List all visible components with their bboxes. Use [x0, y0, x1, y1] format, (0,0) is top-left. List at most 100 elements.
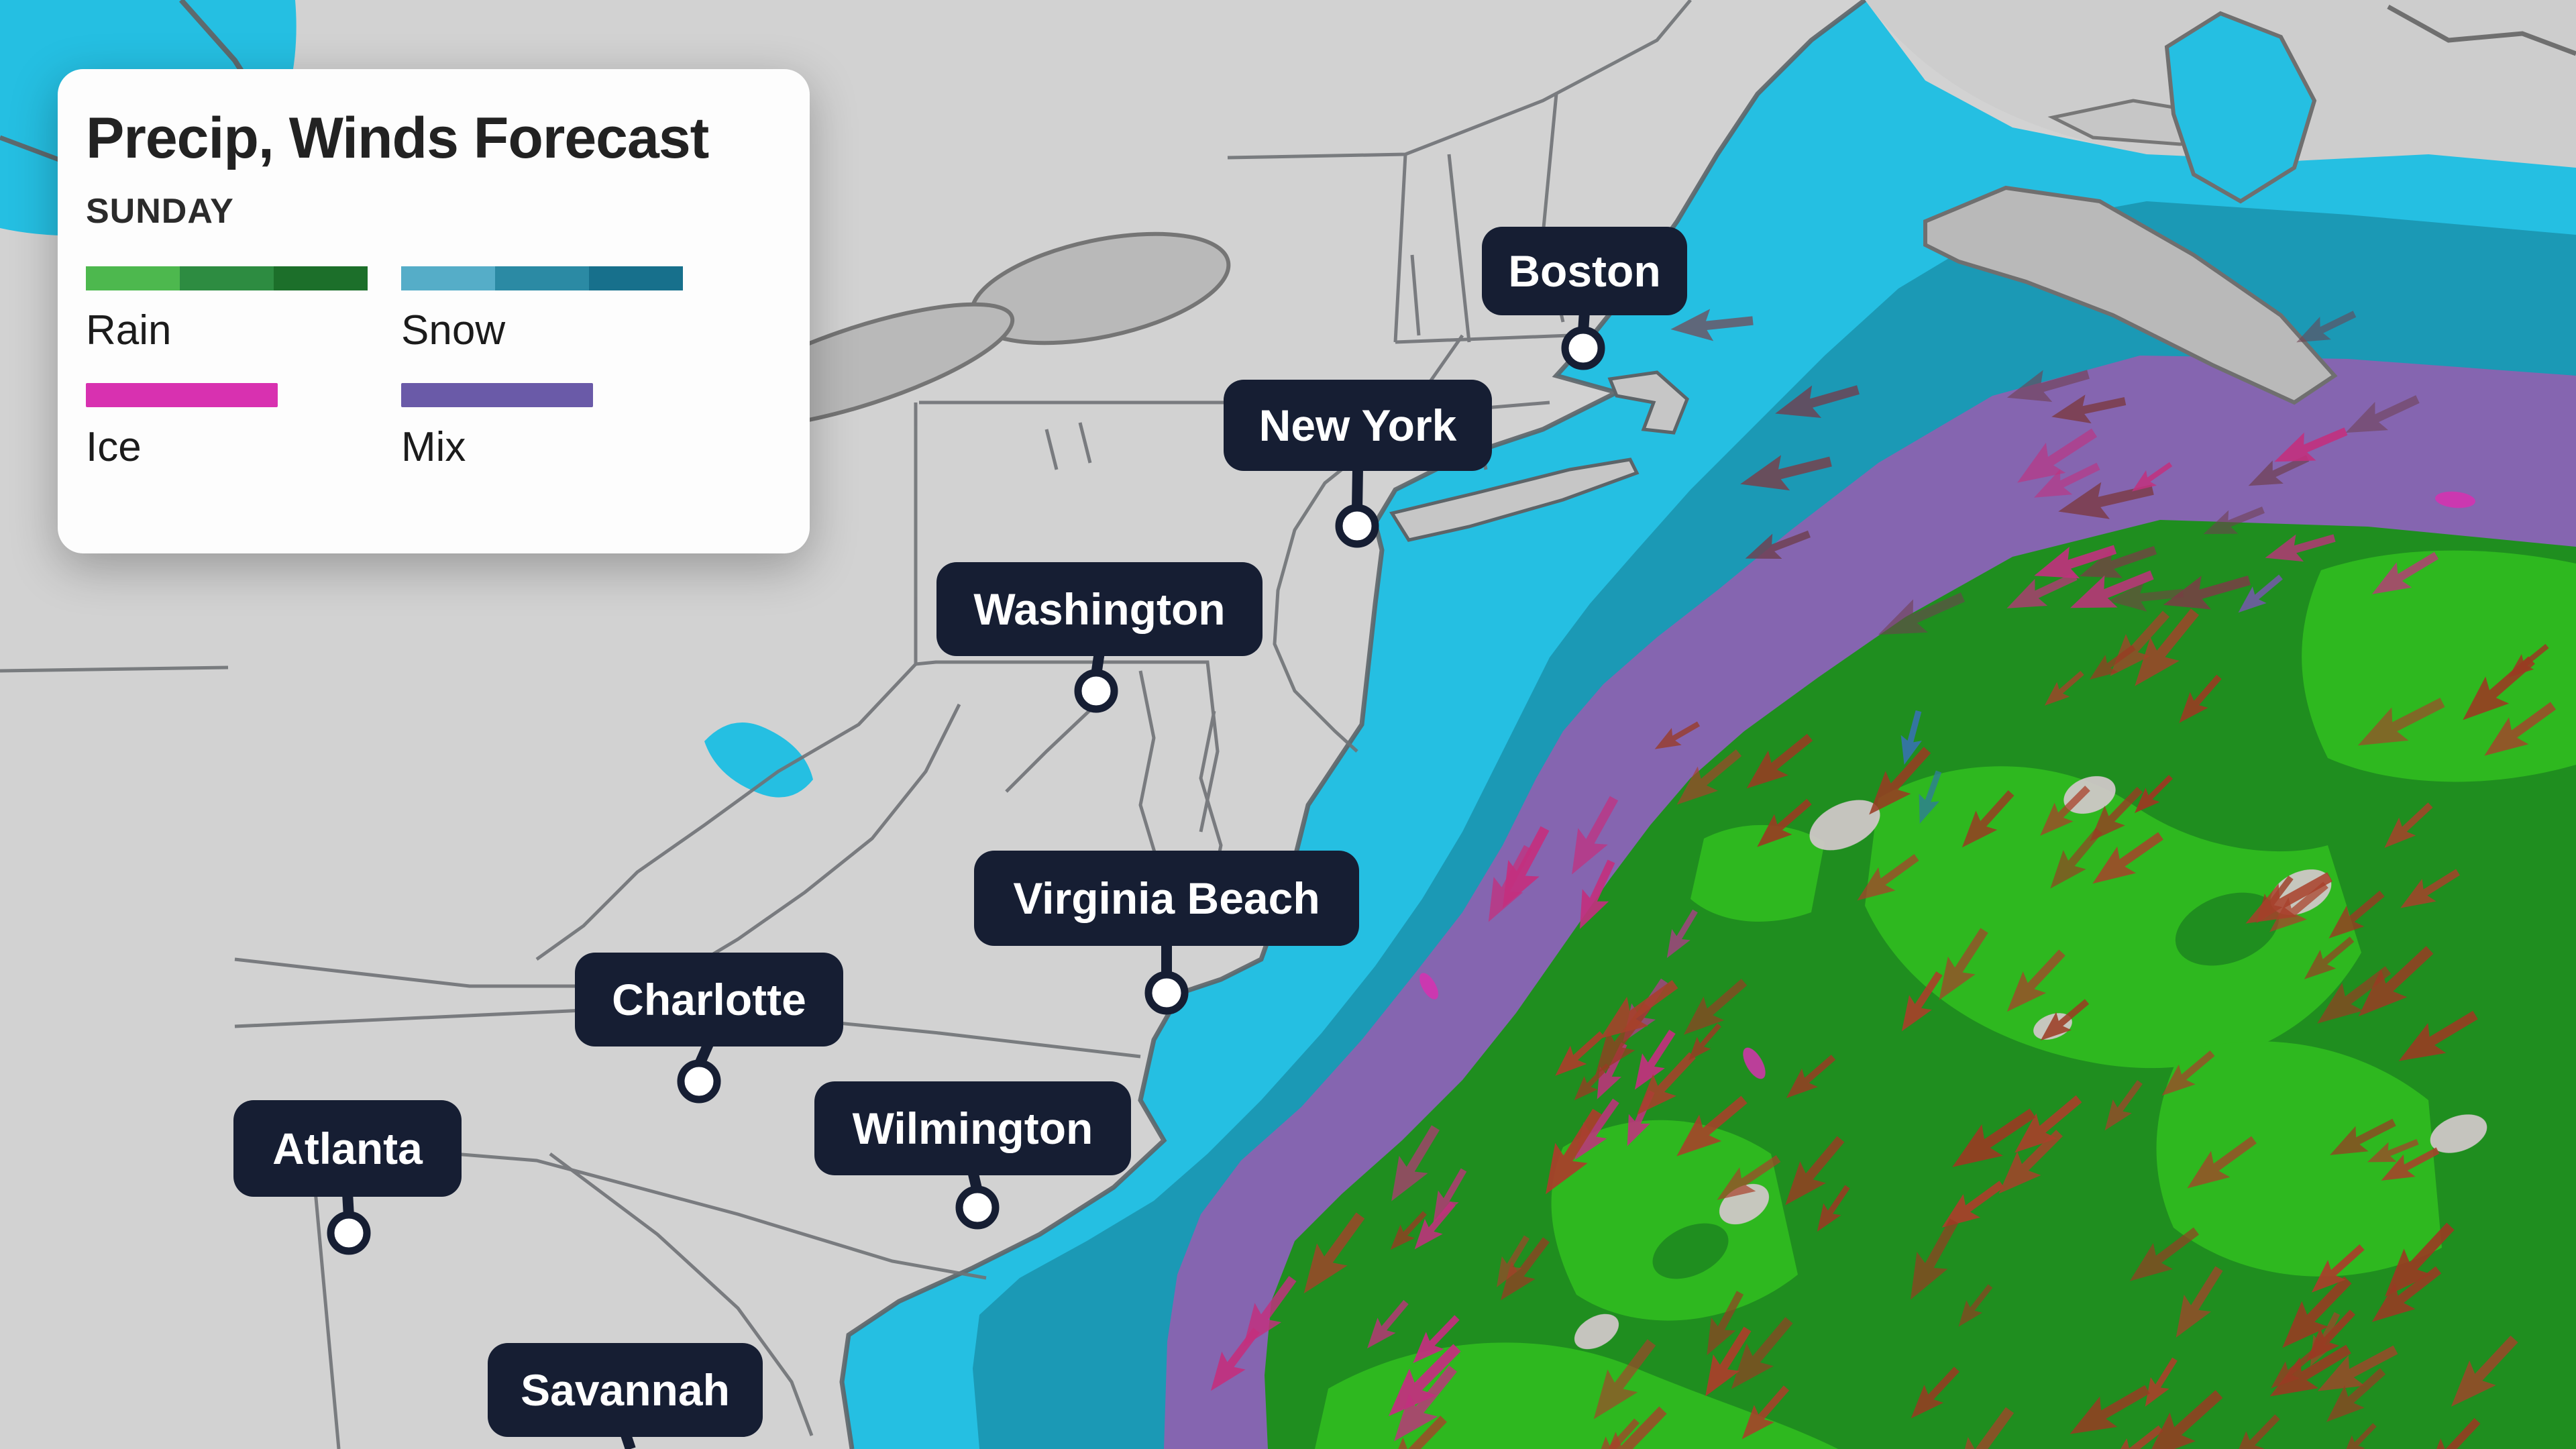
wind-arrow-icon [1869, 747, 1931, 815]
wind-arrow-icon [2135, 608, 2200, 686]
wind-arrow-icon [2163, 576, 2251, 610]
wind-arrow-icon [2330, 1118, 2396, 1155]
wind-arrow-icon [1901, 971, 1943, 1032]
wind-arrow-icon [2044, 670, 2084, 706]
wind-arrow-icon [1878, 592, 1966, 635]
city-marker-atlanta[interactable]: Atlanta [233, 1100, 462, 1255]
wind-arrow-icon [2311, 1244, 2365, 1293]
wind-arrow-icon [1210, 1328, 1260, 1391]
city-label-text: Wilmington [853, 1104, 1093, 1153]
wind-arrow-icon [2384, 802, 2433, 848]
wind-arrow-icon [1683, 979, 1748, 1035]
wind-arrow-icon [2358, 946, 2434, 1017]
wind-arrow-icon [1746, 733, 1813, 789]
wind-arrow-icon [1955, 1407, 2015, 1449]
wind-arrow-icon [2317, 966, 2392, 1024]
wind-arrow-icon [1572, 796, 1619, 875]
wind-arrow-icon [2328, 890, 2385, 938]
wind-arrow-icon [1593, 1418, 1640, 1449]
wind-arrow-icon [1496, 1235, 1530, 1287]
wind-arrow-icon [1654, 721, 1701, 749]
wind-arrow-icon [2508, 643, 2549, 678]
wind-arrow-icon [2034, 545, 2117, 579]
wind-arrow-icon [2040, 786, 2090, 836]
city-markers: Boston New York Washington Virginia Beach Ch… [233, 227, 1687, 1449]
wind-arrow-icon [2306, 1309, 2355, 1362]
wind-arrow-icon [1958, 1284, 1993, 1327]
wind-arrow-icon [2304, 936, 2355, 979]
wind-arrow-icon [2203, 506, 2265, 535]
wind-arrow-icon [2398, 1010, 2478, 1061]
wind-arrow-icon [2179, 674, 2222, 723]
wind-arrow-icon [2371, 551, 2439, 594]
wind-arrow-icon [1413, 1315, 1460, 1364]
wind-arrow-icon [2131, 462, 2173, 492]
wind-arrow-icon [1500, 1237, 1550, 1301]
city-marker-charlotte[interactable]: Charlotte [575, 953, 843, 1104]
city-marker-wilmington[interactable]: Wilmington [814, 1081, 1131, 1230]
wind-arrow-icon [1555, 1031, 1605, 1076]
city-label-box [233, 1100, 462, 1197]
wind-arrow-icon [1775, 385, 1860, 418]
wind-arrow-icon [2345, 395, 2420, 433]
long-island [1389, 458, 1640, 542]
wind-arrow-icon [2357, 698, 2445, 746]
wind-arrow-icon [2129, 1227, 2200, 1281]
city-label-text: Atlanta [272, 1124, 423, 1173]
city-label-text: Washington [973, 584, 1225, 634]
city-label-text: Virginia Beach [1013, 873, 1320, 923]
legend-label: Ice [86, 424, 142, 471]
city-marker-savannah[interactable]: Savannah [488, 1343, 763, 1449]
city-marker-boston[interactable]: Boston [1482, 227, 1687, 370]
legend-item-snow: Snow [401, 266, 716, 383]
wind-arrow-icon [2006, 949, 2065, 1012]
city-marker-new-york[interactable]: New York [1224, 380, 1492, 548]
rain-swatch [86, 266, 368, 291]
wind-arrow-icon [2342, 1423, 2377, 1449]
wind-arrow-icon [1243, 1276, 1297, 1347]
wind-arrow-icon [1939, 928, 1988, 1001]
legend-item-mix: Mix [401, 383, 716, 500]
wind-arrow-icon [2269, 1344, 2351, 1397]
legend-grid: Rain Snow Ice Mix [86, 266, 769, 500]
wind-arrow-icon [2017, 428, 2098, 483]
wind-arrow-icon [2146, 1390, 2223, 1449]
wind-arrow-icon [2484, 702, 2557, 756]
wind-arrow-icon [1666, 909, 1698, 959]
wind-arrow-icon [1593, 1339, 1656, 1419]
wind-arrow-icon [2176, 1266, 2223, 1338]
legend-card: Precip, Winds Forecast SUNDAY Rain Snow Ic… [58, 69, 810, 553]
wind-arrow-icon [1952, 1108, 2036, 1167]
wind-arrow-icon [2079, 545, 2157, 578]
legend-label: Snow [401, 307, 506, 354]
wind-arrow-icon [2070, 1385, 2150, 1434]
city-marker-washington[interactable]: Washington [936, 562, 1263, 713]
wind-arrow-icon [1600, 979, 1678, 1039]
city-label-box [488, 1343, 763, 1437]
wind-arrow-icon [1574, 1098, 1619, 1161]
pin-circle [1144, 971, 1189, 1015]
ice-specks [1419, 491, 2475, 1079]
newfoundland-coast [2387, 4, 2576, 56]
wind-arrow-icon [2108, 582, 2184, 612]
nova-scotia [1923, 185, 2338, 405]
wind-arrow-icon [2381, 1147, 2440, 1181]
wind-arrow-icon [2371, 1266, 2442, 1322]
wind-arrow-icon [2400, 869, 2460, 908]
wind-arrow-icon [2187, 1136, 2257, 1189]
wind-arrow-icon [1911, 1366, 1960, 1419]
precip-bands [842, 0, 2576, 1449]
ice-swatch [86, 383, 278, 408]
wind-arrow-icon [1595, 1406, 1667, 1449]
wind-arrow-icon [2145, 1357, 2178, 1407]
wind-arrow-icon [2271, 1349, 2316, 1389]
wind-arrow-icon [1545, 1108, 1602, 1195]
wind-arrow-icon [2089, 645, 2136, 680]
mix-swatch [401, 383, 593, 408]
wind-arrow-icon [2385, 1222, 2455, 1297]
city-marker-virginia-beach[interactable]: Virginia Beach [974, 851, 1359, 1015]
wind-arrow-icon [2265, 534, 2336, 562]
wind-arrow-icon [2248, 455, 2310, 486]
rain-dark-inner [1652, 892, 2279, 1279]
